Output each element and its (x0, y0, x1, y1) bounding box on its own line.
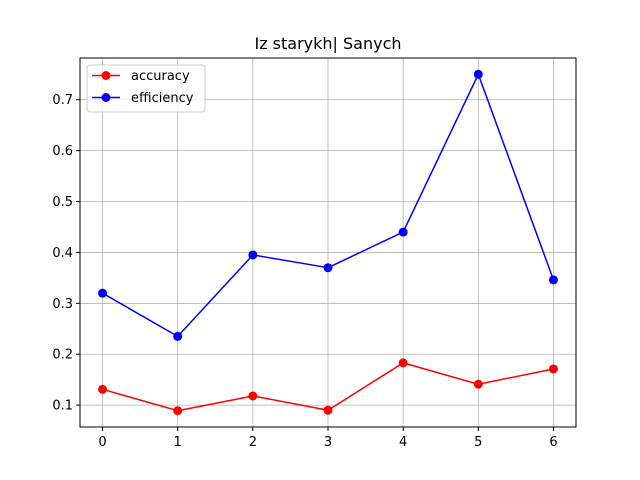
legend-box (86, 64, 206, 113)
y-tick-label: 0.7 (52, 93, 73, 108)
legend: accuracy efficiency (86, 64, 206, 113)
y-tick-label: 0.4 (52, 246, 73, 261)
x-tick-label: 1 (174, 435, 182, 450)
data-point-efficiency (473, 69, 483, 79)
chart-title: Iz starykh| Sanych (254, 34, 401, 53)
data-point-accuracy (398, 358, 408, 368)
data-point-efficiency (248, 250, 258, 260)
data-point-efficiency (98, 288, 108, 298)
legend-marker-accuracy (101, 71, 111, 80)
x-tick-label: 2 (249, 435, 257, 450)
x-tick-label: 0 (98, 435, 106, 450)
data-point-accuracy (473, 379, 483, 389)
y-tick-label: 0.1 (52, 399, 73, 414)
series-group (98, 69, 558, 416)
y-tick-label: 0.6 (52, 144, 73, 159)
data-point-efficiency (323, 263, 333, 273)
data-point-accuracy (323, 405, 333, 415)
axis-ticks: 0 1 2 3 4 5 6 0.1 0.2 0.3 0.4 0.5 0.6 0.7 (52, 93, 557, 450)
data-point-efficiency (548, 275, 558, 285)
legend-label-efficiency: efficiency (131, 91, 194, 106)
y-tick-label: 0.3 (52, 297, 73, 312)
x-tick-label: 6 (549, 435, 557, 450)
grid (80, 58, 576, 427)
data-point-accuracy (248, 391, 258, 401)
legend-marker-efficiency (101, 93, 111, 102)
data-point-accuracy (173, 406, 183, 416)
x-tick-label: 3 (324, 435, 332, 450)
y-tick-label: 0.5 (52, 195, 73, 210)
data-point-accuracy (548, 364, 558, 374)
data-point-efficiency (173, 331, 183, 341)
x-tick-label: 4 (399, 435, 407, 450)
data-point-efficiency (398, 227, 408, 237)
legend-label-accuracy: accuracy (131, 69, 190, 84)
data-point-accuracy (98, 384, 108, 394)
x-tick-label: 5 (474, 435, 482, 450)
y-tick-label: 0.2 (52, 348, 73, 363)
